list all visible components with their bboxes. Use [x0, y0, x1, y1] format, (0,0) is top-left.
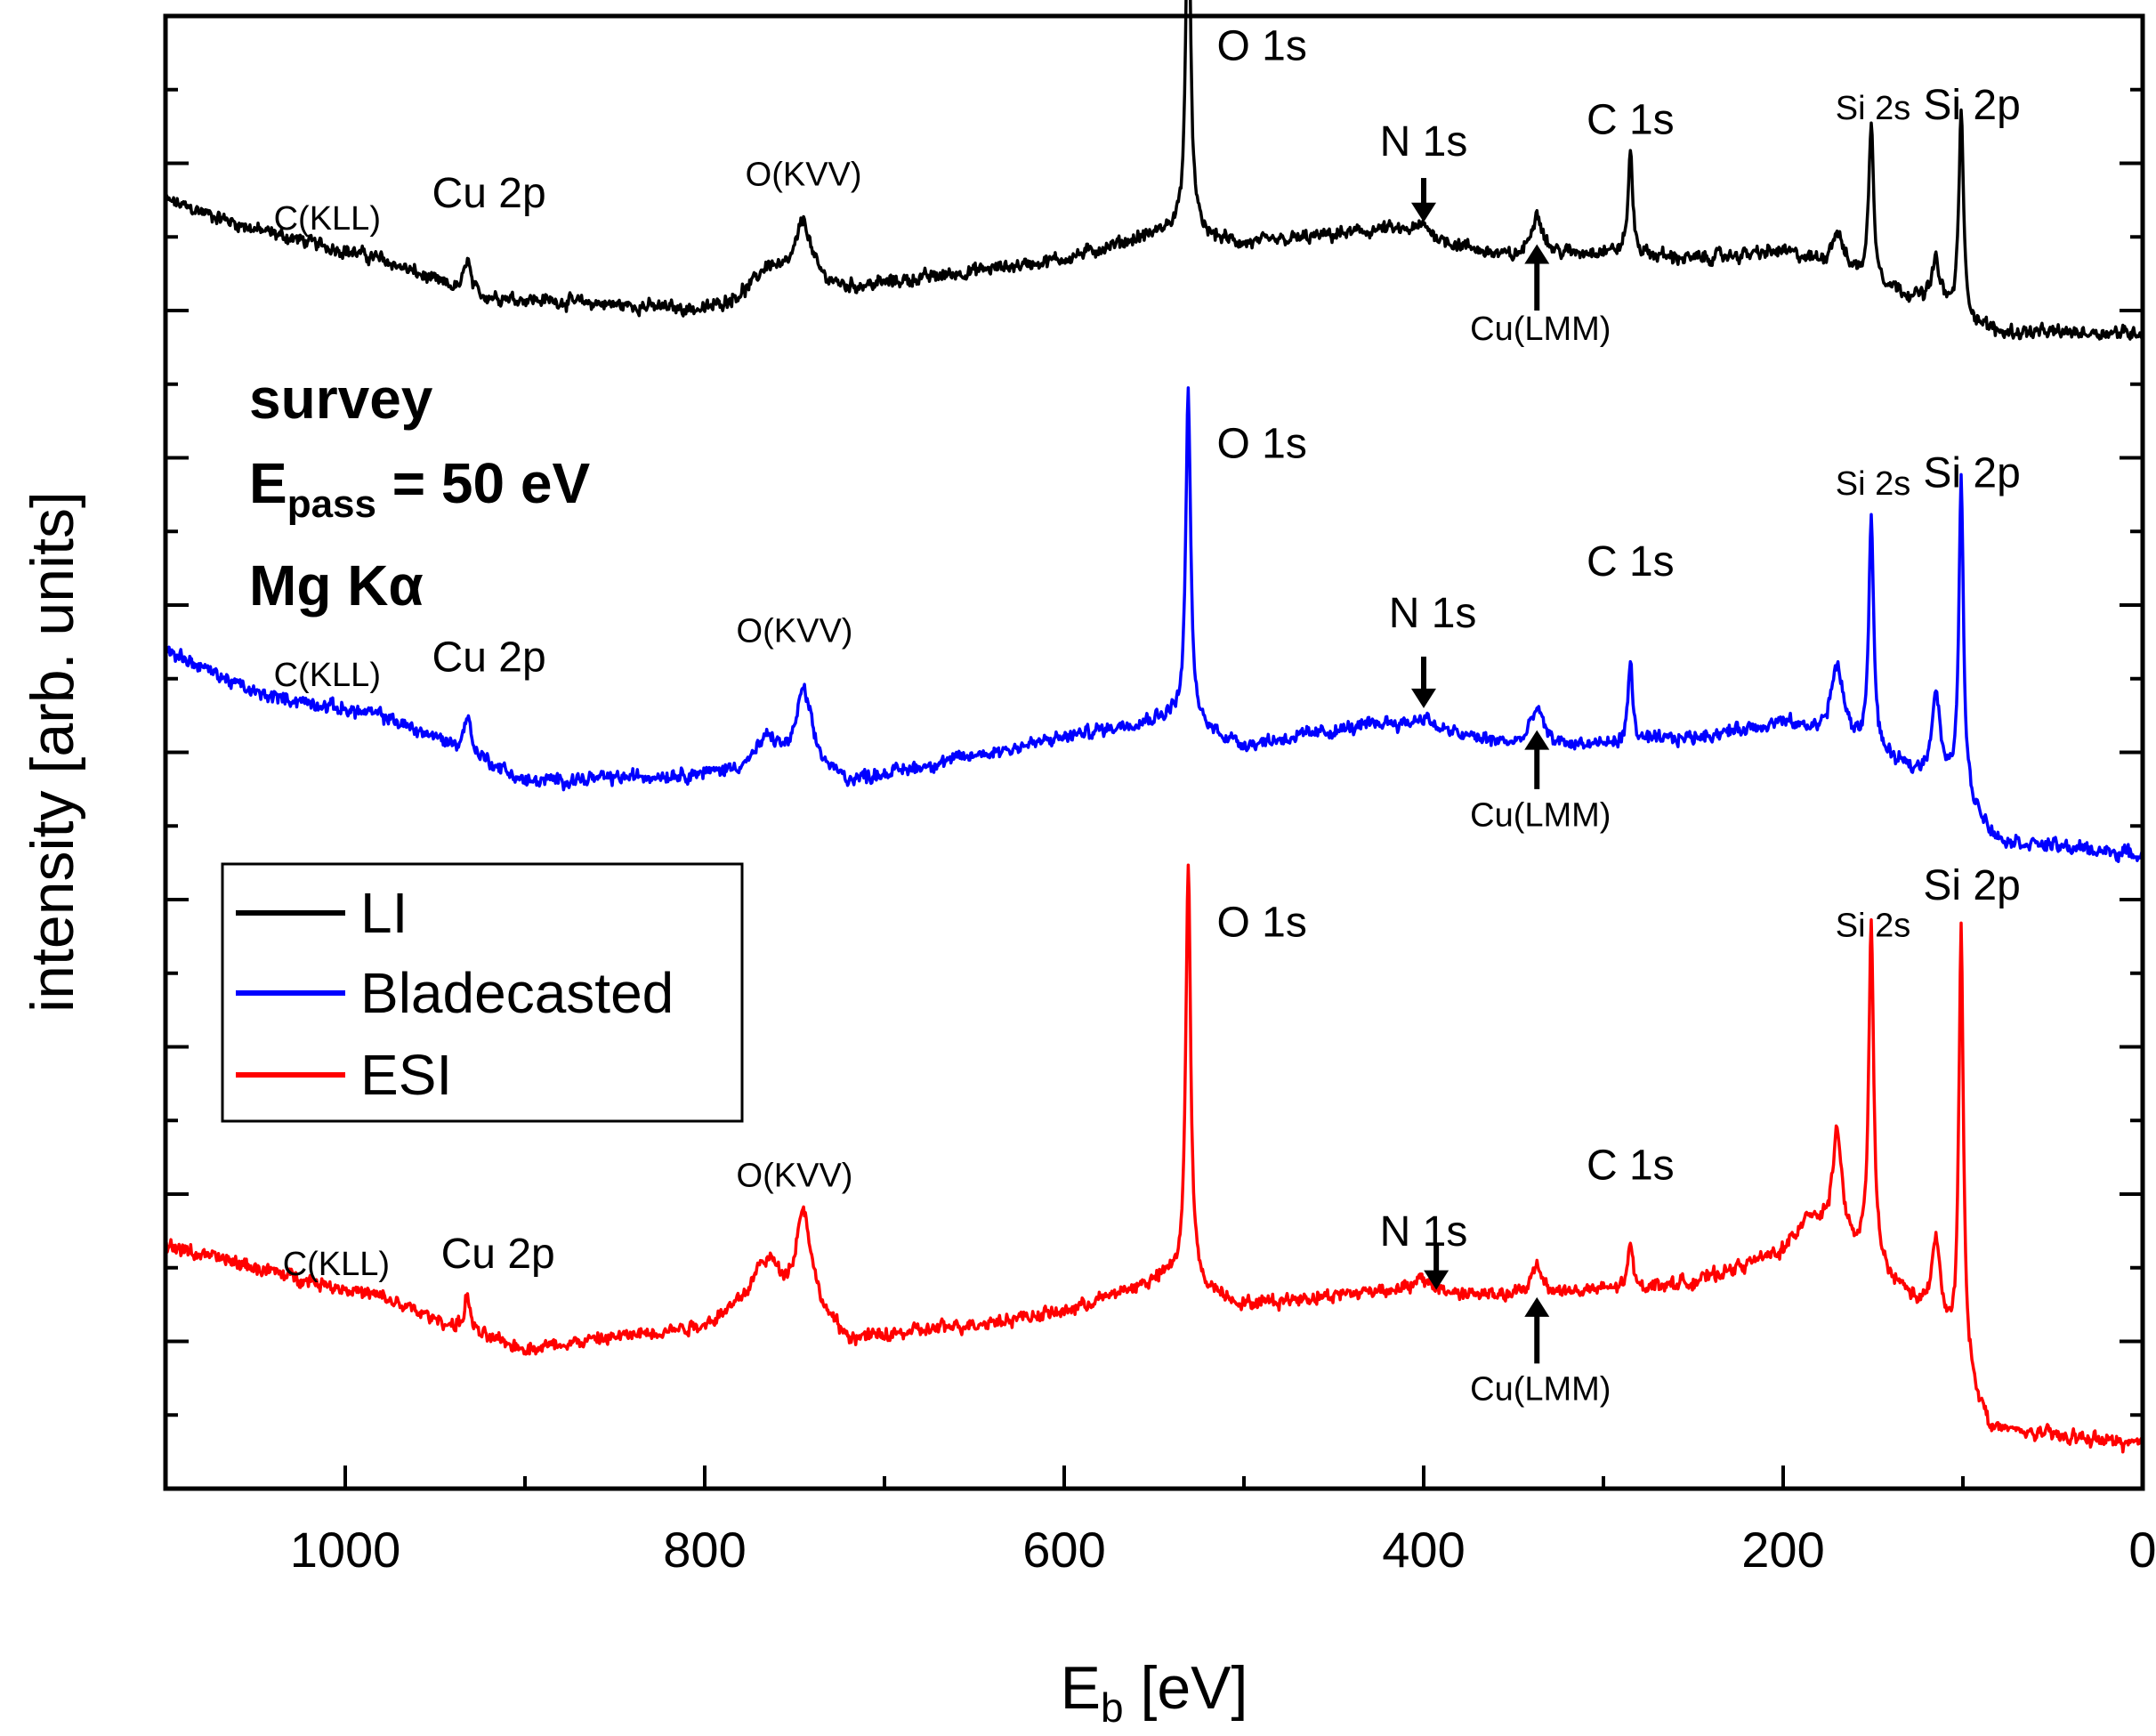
peak-label: Si 2p [1923, 82, 2020, 129]
peak-label: Si 2s [1836, 465, 1910, 503]
peak-label: O(KVV) [737, 1158, 853, 1195]
peak-label: C 1s [1587, 1142, 1675, 1189]
peak-label: O 1s [1217, 23, 1307, 70]
info-box: survey Epass = 50 eV Mg Kα [249, 367, 590, 618]
y-axis-label: intensity [arb. units] [19, 491, 86, 1013]
legend-label-bladecasted: Bladecasted [360, 961, 674, 1025]
x-axis-label: Eb [eV] [1061, 1654, 1248, 1731]
peak-label: C 1s [1587, 538, 1675, 585]
peak-label: Cu 2p [441, 1231, 555, 1278]
tick-layer: 1000 800 600 400 200 0 [164, 87, 2156, 1578]
peak-label: C(KLL) [274, 657, 381, 694]
x-tick-label: 400 [1382, 1522, 1465, 1578]
peak-label: N 1s [1389, 590, 1477, 637]
peak-arrow [1424, 1245, 1449, 1290]
x-tick-label: 200 [1741, 1522, 1824, 1578]
peak-label: Si 2s [1836, 90, 1910, 127]
x-tick-label: 1000 [290, 1522, 401, 1578]
peak-label: N 1s [1380, 118, 1468, 166]
peak-label: O(KVV) [737, 612, 853, 650]
peak-label: O 1s [1217, 899, 1307, 946]
peak-label: Si 2p [1923, 862, 2020, 909]
x-tick-label: 800 [663, 1522, 746, 1578]
peak-arrow [1524, 244, 1550, 311]
peak-label: C 1s [1587, 96, 1675, 143]
peak-label: Cu(LMM) [1470, 311, 1611, 348]
info-survey: survey [249, 367, 433, 431]
peak-label: Si 2s [1836, 907, 1910, 944]
legend-label-li: LI [360, 881, 408, 945]
x-tick-label: 0 [2128, 1522, 2156, 1578]
peak-arrow [1411, 178, 1436, 222]
info-source: Mg Kα [249, 553, 424, 618]
peak-label: N 1s [1380, 1208, 1468, 1256]
peak-label: C(KLL) [274, 200, 381, 238]
x-tick-label: 600 [1022, 1522, 1105, 1578]
legend: LI Bladecasted ESI [221, 862, 744, 1123]
peak-arrow [1524, 1296, 1550, 1364]
peak-label: Si 2p [1923, 450, 2020, 497]
peak-label: O 1s [1217, 421, 1307, 468]
peak-label: Cu(LMM) [1470, 796, 1611, 834]
peak-label: O(KVV) [746, 156, 862, 193]
series-line-bladecasted [164, 386, 2144, 863]
peak-label: C(KLL) [283, 1246, 390, 1283]
peak-arrow [1524, 730, 1550, 789]
peak-arrow [1411, 656, 1436, 708]
series-layer [164, 0, 2144, 1454]
peak-label: Cu 2p [432, 634, 546, 681]
series-line-esi [164, 863, 2144, 1454]
info-pass-energy: Epass = 50 eV [249, 451, 590, 526]
annotation-layer: C(KLL) Cu 2p O(KVV) O 1s N 1s C 1s Si 2s Si 2p C… [274, 23, 2021, 1409]
peak-label: Cu(LMM) [1470, 1371, 1611, 1409]
peak-label: Cu 2p [432, 170, 546, 217]
legend-label-esi: ESI [360, 1043, 452, 1107]
series-line-li [164, 0, 2144, 341]
